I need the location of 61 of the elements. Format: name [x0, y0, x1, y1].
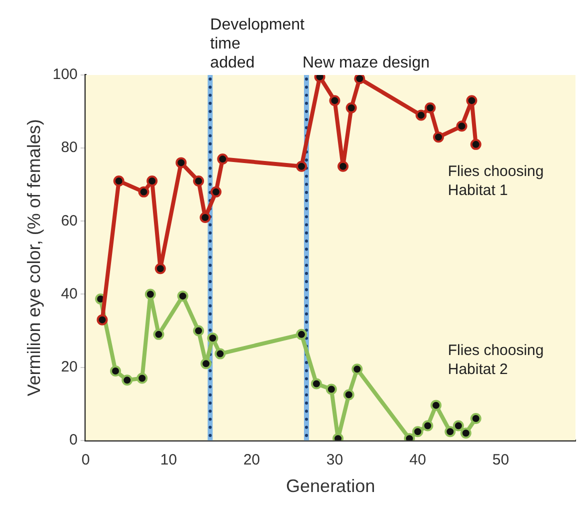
point: [193, 175, 204, 186]
point: [122, 374, 133, 386]
x-tick-label: 40: [409, 452, 426, 469]
y-tick-label: 80: [60, 139, 78, 156]
point: [343, 389, 354, 400]
point: [200, 212, 211, 224]
series-label: Flies choosing Habitat 2: [448, 342, 544, 378]
point: [296, 328, 308, 340]
x-axis-title: Generation: [286, 476, 376, 496]
point: [210, 186, 222, 198]
y-tick-label: 40: [60, 285, 78, 302]
point: [217, 154, 228, 165]
point: [412, 426, 424, 438]
point: [207, 332, 218, 344]
point: [154, 263, 166, 274]
ref-line-label: New maze design: [302, 54, 430, 72]
point: [444, 426, 456, 438]
point: [326, 384, 337, 395]
x-tick-label: 10: [160, 452, 177, 469]
point: [422, 420, 434, 432]
point: [138, 186, 150, 198]
point: [452, 420, 464, 432]
y-tick-label: 0: [69, 432, 78, 449]
point: [176, 157, 187, 168]
point: [352, 364, 363, 375]
point: [346, 102, 357, 114]
y-tick-label: 100: [52, 66, 78, 84]
point: [470, 138, 482, 150]
x-tick-label: 20: [243, 452, 260, 469]
point: [96, 314, 108, 326]
point: [177, 290, 188, 302]
series-label: Flies choosing Habitat 1: [448, 163, 544, 200]
point: [214, 348, 226, 360]
point: [110, 365, 122, 376]
point: [200, 358, 212, 370]
y-tick-label: 60: [60, 212, 78, 230]
point: [424, 102, 436, 114]
ref-line-label: Development time added: [210, 16, 305, 72]
point: [466, 95, 478, 106]
y-axis-title: Vermilion eye color, (% of females): [24, 119, 44, 396]
y-tick-label: 20: [60, 358, 78, 376]
point: [153, 328, 164, 340]
point: [310, 378, 322, 390]
point: [470, 412, 482, 424]
point: [193, 325, 204, 336]
x-tick-label: 0: [81, 452, 90, 469]
point: [329, 95, 340, 106]
point: [354, 75, 366, 84]
point: [433, 132, 444, 143]
x-tick-label: 30: [326, 452, 344, 469]
point: [460, 428, 472, 439]
point: [146, 175, 158, 186]
point: [338, 160, 349, 172]
point: [456, 120, 468, 132]
point: [296, 160, 308, 172]
point: [416, 110, 427, 121]
point: [136, 372, 148, 384]
point: [144, 288, 156, 300]
point: [113, 175, 124, 186]
point: [430, 400, 442, 411]
x-tick-label: 50: [492, 452, 510, 469]
